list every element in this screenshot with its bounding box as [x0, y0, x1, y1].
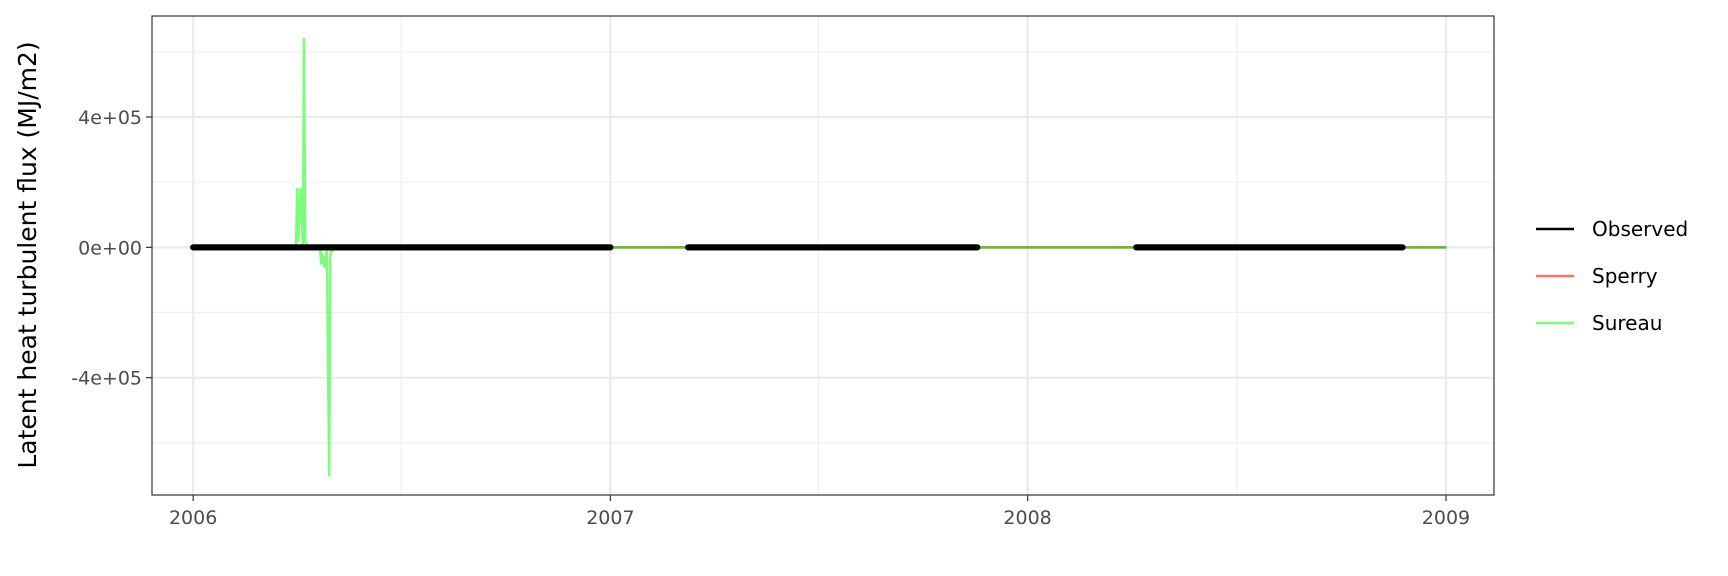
- y-tick-label: 0e+00: [78, 237, 142, 259]
- x-tick-label: 2007: [586, 507, 634, 529]
- x-tick-label: 2006: [169, 507, 217, 529]
- legend-label-sperry: Sperry: [1592, 264, 1658, 288]
- y-tick-label: -4e+05: [71, 368, 142, 390]
- legend-label-observed: Observed: [1592, 217, 1688, 241]
- y-axis: -4e+05 0e+00 4e+05: [71, 107, 152, 390]
- x-tick-label: 2008: [1003, 507, 1051, 529]
- series-layer: [190, 37, 1448, 477]
- legend-label-sureau: Sureau: [1592, 311, 1662, 335]
- x-tick-label: 2009: [1422, 507, 1470, 529]
- y-axis-title: Latent heat turbulent flux (MJ/m2): [13, 41, 42, 468]
- plot-panel-border: [151, 15, 1495, 496]
- x-axis: 2006 2007 2008 2009: [169, 495, 1470, 529]
- y-tick-label: 4e+05: [78, 107, 142, 129]
- legend: Observed Sperry Sureau: [1536, 217, 1688, 335]
